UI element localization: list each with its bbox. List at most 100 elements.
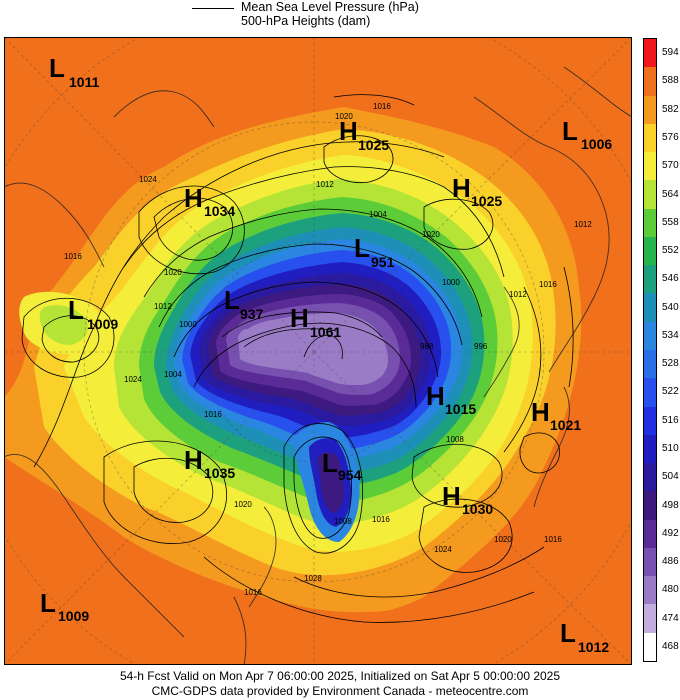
graticule: [4, 37, 632, 665]
colorbar-cell: [644, 576, 656, 605]
svg-text:1009: 1009: [87, 316, 118, 332]
colorbar-level-label: 516: [662, 414, 679, 426]
isobar-label: 1020: [234, 500, 252, 509]
isobar-labels: 1020 1016 1012 1024 1020 1016 1012 1004 …: [64, 102, 592, 597]
colorbar-cell: [644, 406, 656, 436]
isobar-label: 1016: [244, 588, 262, 597]
isobar-label: 1016: [373, 102, 391, 111]
colorbar-cell: [644, 95, 656, 125]
colorbar-level-label: 564: [662, 188, 679, 200]
svg-text:H: H: [426, 381, 445, 411]
colorbar-cell: [644, 208, 656, 238]
pressure-system-low: L 951: [354, 233, 395, 270]
colorbar-cell: [644, 152, 656, 181]
pressure-system-high: H 1021: [531, 397, 581, 433]
colorbar-cell: [644, 491, 656, 521]
pressure-system-low: L 1009: [68, 295, 118, 332]
svg-text:L: L: [354, 233, 370, 263]
pressure-system-high: H 1025: [452, 173, 502, 209]
pressure-system-low: L 937: [224, 285, 264, 322]
isobar-label: 1016: [544, 535, 562, 544]
colorbar-level-label: 570: [662, 160, 679, 172]
colorbar-level-label: 474: [662, 612, 679, 624]
data-credit-text: CMC-GDPS data provided by Environment Ca…: [151, 684, 529, 698]
svg-text:1021: 1021: [550, 417, 581, 433]
colorbar-level-label: 480: [662, 584, 679, 596]
colorbar-cell: [644, 434, 656, 464]
isobars: [21, 94, 574, 623]
pressure-system-high: H 1034: [184, 183, 235, 219]
colorbar-level-label: 558: [662, 216, 679, 228]
legend-label-heights: 500-hPa Heights (dam): [241, 14, 371, 28]
isobar-label: 1004: [164, 370, 182, 379]
svg-text:H: H: [339, 116, 358, 146]
svg-text:1006: 1006: [581, 136, 612, 152]
colorbar-level-label: 534: [662, 329, 679, 341]
isobar-label: 1016: [64, 252, 82, 261]
colorbar-cell: [644, 378, 656, 408]
isobar-label: 1008: [446, 435, 464, 444]
colorbar-level-label: 576: [662, 131, 679, 143]
colorbar-level-label: 552: [662, 245, 679, 257]
isobar-label: 1004: [369, 210, 387, 219]
colorbar-cell: [644, 265, 656, 294]
forecast-valid-text: 54-h Fcst Valid on Mon Apr 7 06:00:00 20…: [119, 669, 561, 683]
isobar-label: 1024: [139, 175, 157, 184]
isobar-label: 1012: [574, 220, 592, 229]
colorbar-level-label: 540: [662, 301, 679, 313]
svg-text:1035: 1035: [204, 465, 235, 481]
height-fill: [4, 37, 632, 665]
svg-text:1025: 1025: [471, 193, 502, 209]
isobar-label: 1000: [442, 278, 460, 287]
pressure-system-low: L 1011: [49, 53, 100, 90]
colorbar-cell: [644, 350, 656, 379]
isobar-label: 1012: [316, 180, 334, 189]
svg-text:1011: 1011: [69, 74, 100, 90]
colorbar-cell: [644, 123, 656, 153]
svg-text:L: L: [560, 618, 576, 648]
svg-text:H: H: [531, 397, 550, 427]
isobar-label: 1012: [154, 302, 172, 311]
pressure-systems: L 1011 H 1025 L 1006 H 1034 H 1025 L 951 L 1009…: [40, 53, 612, 655]
svg-text:951: 951: [371, 254, 395, 270]
isobar-label: 1008: [334, 517, 352, 526]
svg-text:L: L: [68, 295, 84, 325]
isobar-label: 1020: [494, 535, 512, 544]
svg-text:1015: 1015: [445, 401, 476, 417]
colorbar-level-label: 492: [662, 527, 679, 539]
pressure-system-high: H 1025: [339, 116, 389, 153]
colorbar-level-label: 522: [662, 386, 679, 398]
isobar-label: 1016: [539, 280, 557, 289]
colorbar-level-label: 528: [662, 358, 679, 370]
svg-text:L: L: [224, 285, 240, 315]
colorbar-cell: [644, 463, 656, 492]
isobar-label: 1020: [422, 230, 440, 239]
colorbar-cell: [644, 519, 656, 549]
svg-text:1030: 1030: [462, 501, 493, 517]
svg-text:1012: 1012: [578, 639, 609, 655]
svg-text:1009: 1009: [58, 608, 89, 624]
svg-text:H: H: [184, 183, 203, 213]
isobar-label: 1024: [124, 375, 142, 384]
legend-label-mslp: Mean Sea Level Pressure (hPa): [241, 0, 419, 14]
weather-map: 1020 1016 1012 1024 1020 1016 1012 1004 …: [4, 37, 632, 665]
pressure-system-high: H 1035: [184, 445, 235, 481]
colorbar: [643, 38, 657, 662]
colorbar-cell: [644, 67, 656, 97]
colorbar-cell: [644, 604, 656, 634]
colorbar-level-label: 588: [662, 75, 679, 87]
isobar-line-sample: [192, 8, 234, 9]
colorbar-cell: [644, 236, 656, 266]
colorbar-level-label: 594: [662, 47, 679, 59]
svg-text:H: H: [290, 303, 309, 333]
colorbar-level-label: 486: [662, 556, 679, 568]
isobar-label: 1012: [509, 290, 527, 299]
svg-text:937: 937: [240, 306, 264, 322]
svg-text:L: L: [49, 53, 65, 83]
svg-text:954: 954: [338, 467, 362, 483]
colorbar-level-label: 546: [662, 273, 679, 285]
colorbar-level-label: 582: [662, 103, 679, 115]
isobar-label: 996: [474, 342, 488, 351]
colorbar-cell: [644, 180, 656, 210]
isobar-label: 1024: [434, 545, 452, 554]
